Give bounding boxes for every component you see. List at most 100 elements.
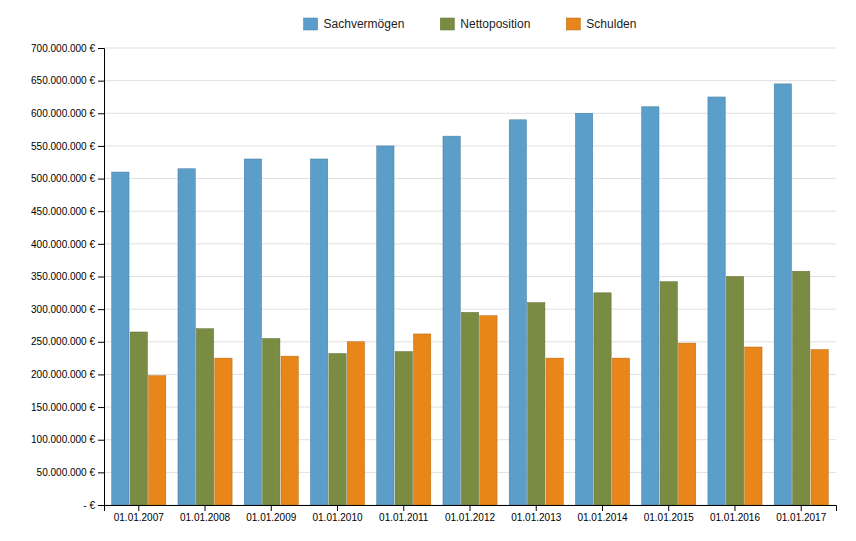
bar (377, 146, 394, 505)
bar (263, 339, 280, 505)
x-tick-label: 01.01.2013 (511, 512, 561, 523)
grid-line (104, 145, 836, 146)
y-tick-label: 100.000.000 € (31, 434, 95, 445)
y-tick: 600.000.000 € (31, 108, 104, 119)
y-axis: - € 50.000.000 € 100.000.000 € 150.000.000 … (31, 43, 104, 511)
bar (546, 358, 563, 505)
x-tick-label: 01.01.2016 (710, 512, 760, 523)
y-tick-label: 550.000.000 € (31, 141, 95, 152)
y-tick-mark (98, 505, 104, 506)
x-tick: 01.01.2012 (445, 505, 495, 523)
y-tick: 300.000.000 € (31, 304, 104, 315)
y-tick-mark (98, 342, 104, 343)
y-tick-mark (98, 81, 104, 82)
bar (594, 293, 611, 505)
y-tick: 150.000.000 € (31, 402, 104, 413)
bar-series (130, 271, 810, 505)
bar (112, 172, 129, 505)
y-tick-label: 350.000.000 € (31, 271, 95, 282)
bar (215, 358, 232, 505)
bar (461, 312, 478, 505)
bars (112, 84, 829, 505)
y-tick-label: 250.000.000 € (31, 336, 95, 347)
legend-swatch (440, 18, 454, 30)
bar (509, 120, 526, 505)
bar (528, 303, 545, 505)
x-tick-label: 01.01.2015 (644, 512, 694, 523)
y-tick-mark (98, 472, 104, 473)
y-tick: 400.000.000 € (31, 239, 104, 250)
x-tick-mark (668, 505, 669, 511)
bar (443, 136, 460, 505)
bar (480, 316, 497, 505)
y-tick-mark (98, 374, 104, 375)
bar (196, 329, 213, 505)
x-tick-label: 01.01.2009 (246, 512, 296, 523)
bar (642, 107, 659, 505)
grid-line (104, 243, 836, 244)
x-tick-label: 01.01.2011 (379, 512, 429, 523)
y-tick: 650.000.000 € (31, 75, 104, 86)
y-tick-label: 50.000.000 € (37, 467, 96, 478)
bar (811, 350, 828, 505)
x-tick: 01.01.2016 (710, 505, 760, 523)
bar (726, 277, 743, 506)
grid-line (104, 178, 836, 179)
legend-item: Schulden (566, 17, 636, 31)
bar (347, 342, 364, 505)
bar (745, 347, 762, 505)
y-axis-line (98, 49, 105, 506)
x-tick: 01.01.2015 (644, 505, 694, 523)
y-tick: 500.000.000 € (31, 173, 104, 184)
legend-swatch (566, 18, 580, 30)
bar (612, 358, 629, 505)
bar (329, 354, 346, 505)
x-tick-label: 01.01.2012 (445, 512, 495, 523)
x-tick-label: 01.01.2007 (114, 512, 164, 523)
bar-series (112, 84, 792, 505)
y-tick: 700.000.000 € (31, 43, 104, 54)
y-tick: 550.000.000 € (31, 141, 104, 152)
chart: - € 50.000.000 € 100.000.000 € 150.000.000 … (0, 0, 856, 541)
grid (104, 48, 836, 505)
x-tick-label: 01.01.2017 (776, 512, 826, 523)
bar (708, 97, 725, 505)
y-tick-mark (98, 244, 104, 245)
grid-line (104, 80, 836, 81)
x-tick-label: 01.01.2010 (312, 512, 362, 523)
x-tick-mark (271, 505, 272, 511)
y-tick-mark (98, 309, 104, 310)
y-tick-mark (98, 211, 104, 212)
x-tick-label: 01.01.2008 (180, 512, 230, 523)
x-tick: 01.01.2009 (246, 505, 296, 523)
y-tick-label: 500.000.000 € (31, 173, 95, 184)
x-tick: 01.01.2014 (577, 505, 627, 523)
legend-swatch (304, 18, 318, 30)
x-tick: 01.01.2007 (114, 505, 164, 523)
bar (281, 356, 298, 505)
x-tick: 01.01.2008 (180, 505, 230, 523)
plot: - € 50.000.000 € 100.000.000 € 150.000.000 … (31, 43, 836, 523)
x-tick-label: 01.01.2014 (577, 512, 627, 523)
y-tick-label: 300.000.000 € (31, 304, 95, 315)
y-tick-mark (98, 179, 104, 180)
y-tick: 200.000.000 € (31, 369, 104, 380)
y-tick-mark (98, 277, 104, 278)
y-tick-label: - € (83, 500, 95, 511)
y-tick-mark (98, 407, 104, 408)
y-tick-mark (98, 146, 104, 147)
grid-line (104, 113, 836, 114)
y-tick-label: 700.000.000 € (31, 43, 95, 54)
x-tick-mark (337, 505, 338, 511)
x-tick: 01.01.2011 (379, 505, 429, 523)
legend-label: Nettoposition (460, 17, 530, 31)
y-tick-mark (98, 48, 104, 49)
x-tick-mark (138, 505, 139, 511)
x-tick-mark (403, 505, 404, 511)
y-tick: 450.000.000 € (31, 206, 104, 217)
bar (178, 169, 195, 505)
y-tick: 250.000.000 € (31, 336, 104, 347)
y-tick-label: 650.000.000 € (31, 75, 95, 86)
x-tick-mark (536, 505, 537, 511)
bar (414, 334, 431, 505)
